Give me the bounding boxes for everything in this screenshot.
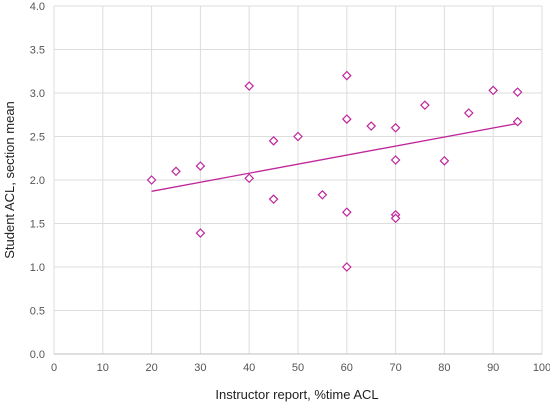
data-point xyxy=(341,114,352,124)
y-tick-label: 3.0 xyxy=(30,88,45,100)
data-point xyxy=(268,136,279,146)
y-tick-label: 1.0 xyxy=(30,262,45,274)
x-tick-label: 90 xyxy=(487,362,499,374)
x-tick-label: 40 xyxy=(243,362,255,374)
data-point xyxy=(341,207,352,218)
y-axis-title: Student ACL, section mean xyxy=(2,101,17,259)
x-tick-label: 30 xyxy=(194,362,206,374)
data-points xyxy=(146,70,523,272)
y-tick-label: 4.0 xyxy=(30,1,45,13)
x-axis-title: Instructor report, %time ACL xyxy=(215,387,378,402)
data-point xyxy=(390,213,401,224)
data-point xyxy=(268,194,279,204)
data-point xyxy=(420,100,430,111)
y-tick-label: 0.5 xyxy=(30,306,45,318)
y-tick-label: 1.5 xyxy=(30,219,45,231)
data-point xyxy=(146,175,157,185)
x-tick-label: 20 xyxy=(145,362,157,374)
x-tick-label: 50 xyxy=(292,362,304,374)
data-point xyxy=(171,166,181,177)
data-point xyxy=(390,155,401,165)
data-point xyxy=(463,108,474,118)
data-point xyxy=(195,228,206,238)
x-tick-label: 100 xyxy=(533,362,550,374)
x-tick-label: 10 xyxy=(97,362,109,374)
y-axis-ticks: 0.0 0.5 1.0 1.5 2.0 2.5 3.0 3.5 4.0 xyxy=(30,1,45,361)
data-point xyxy=(341,262,352,272)
data-point xyxy=(244,81,255,91)
x-tick-label: 70 xyxy=(389,362,401,374)
y-tick-label: 0.0 xyxy=(30,349,45,361)
y-tick-label: 2.0 xyxy=(30,175,45,187)
x-tick-label: 80 xyxy=(438,362,450,374)
trendline xyxy=(151,122,518,192)
data-point xyxy=(195,161,206,171)
x-tick-label: 60 xyxy=(341,362,353,374)
data-point xyxy=(488,85,499,96)
data-point xyxy=(244,173,255,184)
data-point xyxy=(293,131,303,142)
data-point xyxy=(341,70,352,81)
data-point xyxy=(366,121,377,131)
x-tick-label: 0 xyxy=(51,362,57,374)
trendline-group xyxy=(151,122,518,192)
data-point xyxy=(512,87,523,97)
data-point xyxy=(439,156,450,166)
data-point xyxy=(317,189,328,200)
data-point xyxy=(512,116,523,127)
y-tick-label: 2.5 xyxy=(30,132,45,144)
gridlines xyxy=(53,5,543,355)
data-point xyxy=(390,122,401,133)
y-tick-label: 3.5 xyxy=(30,45,45,57)
x-axis-ticks: 0 10 20 30 40 50 60 70 80 90 100 xyxy=(51,362,550,374)
